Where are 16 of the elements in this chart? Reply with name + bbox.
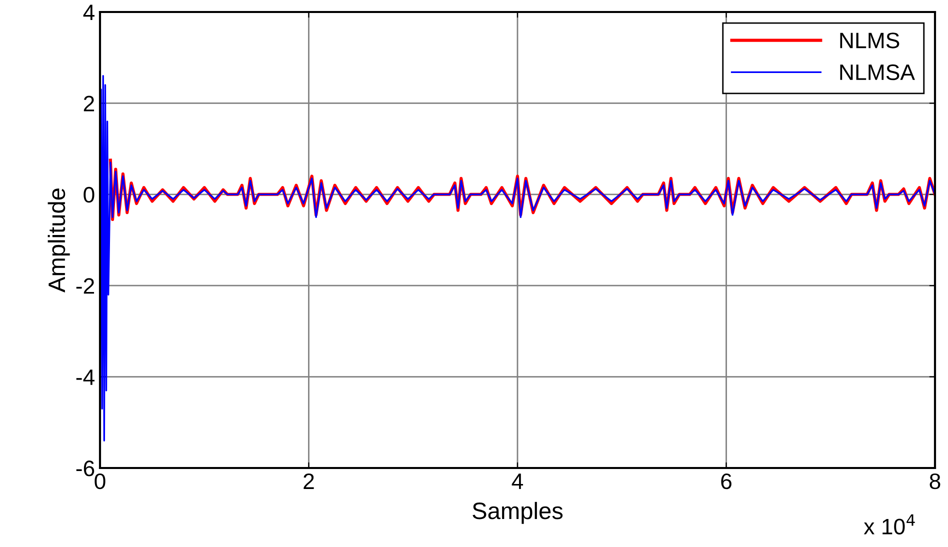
y-tick-label: -2 [76,278,94,294]
x-tick-label: 2 [304,473,314,489]
y-tick-label: -6 [76,460,94,476]
x-axis-title: Samples [472,502,563,524]
y-tick-label: 0 [84,186,94,203]
y-tick-label: 2 [84,96,94,112]
y-axis-title: Amplitude [48,188,70,292]
x-tick-label: 4 [512,474,524,489]
x-tick-label: 0 [94,473,106,490]
y-tick-label: -4 [76,370,94,385]
legend-label: NLMSA [840,64,915,80]
x-tick-label: 8 [930,473,940,490]
y-tick-label: 4 [83,4,94,20]
x-tick-label: 6 [721,473,732,490]
legend-label: NLMS [840,32,900,48]
text: x 10$^{4}$ [864,514,915,534]
